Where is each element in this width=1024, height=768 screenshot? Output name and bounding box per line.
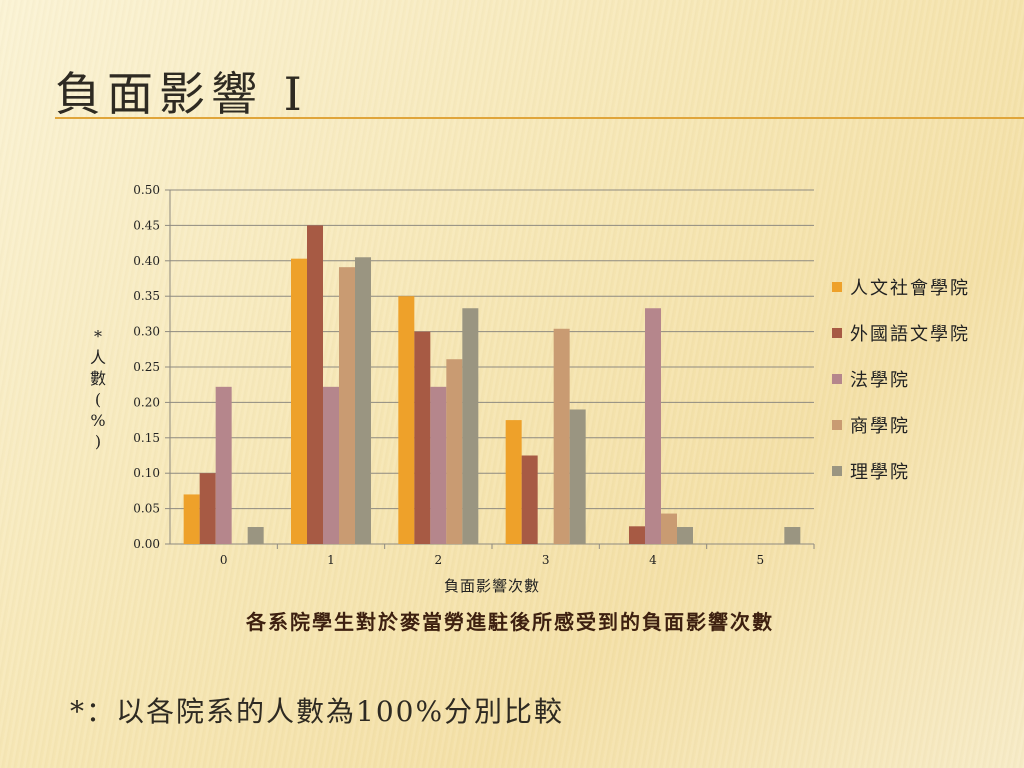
bar-2-4 <box>629 526 645 544</box>
x-tick-label: 0 <box>220 553 228 567</box>
title-divider <box>55 117 1024 119</box>
legend-item: 法學院 <box>832 356 970 402</box>
y-tick-label: 0.30 <box>133 325 160 339</box>
x-tick-label: 1 <box>327 553 335 567</box>
bar-4-2 <box>446 359 463 544</box>
chart-caption: 各系院學生對於麥當勞進駐後所感受到的負面影響次數 <box>246 610 774 634</box>
y-tick-label: 0.10 <box>133 466 160 480</box>
chart-legend: 人文社會學院 外國語文學院 法學院商學院理學院 <box>832 264 970 494</box>
bar-3-4 <box>645 308 661 544</box>
bar-1-0 <box>183 494 200 544</box>
bar-2-1 <box>307 225 323 544</box>
bar-4-4 <box>661 513 677 544</box>
legend-swatch <box>832 374 842 384</box>
bar-5-4 <box>677 527 693 544</box>
bar-2-2 <box>414 331 431 544</box>
y-tick-label: 0.45 <box>133 218 160 232</box>
bar-3-0 <box>215 386 232 544</box>
x-axis-label: 負面影響次數 <box>443 577 540 595</box>
bar-5-2 <box>462 308 479 544</box>
y-tick-label: 0.25 <box>133 360 160 374</box>
x-tick-label: 4 <box>649 553 657 567</box>
footnote: *：以各院系的人數為100%分別比較 <box>70 695 565 728</box>
y-tick-label: 0.20 <box>133 395 160 409</box>
y-tick-label: 0.35 <box>133 289 160 303</box>
legend-item: 外國語文學院 <box>832 310 970 356</box>
bar-5-1 <box>355 257 371 544</box>
legend-swatch <box>832 420 842 430</box>
bar-3-1 <box>323 386 339 544</box>
legend-item: 人文社會學院 <box>832 264 970 310</box>
bar-1-1 <box>291 258 307 544</box>
y-axis-label: * 人數(%) <box>86 326 110 452</box>
x-tick-label: 3 <box>542 553 550 567</box>
y-tick-label: 0.40 <box>133 254 160 268</box>
bar-2-0 <box>199 473 216 544</box>
slide-title: 負面影響 I <box>55 67 308 121</box>
y-tick-label: 0.50 <box>133 183 160 197</box>
bar-1-3 <box>505 420 522 544</box>
y-tick-label: 0.15 <box>133 431 160 445</box>
bar-1-2 <box>398 296 415 544</box>
legend-label: 外國語文學院 <box>850 324 970 345</box>
legend-swatch <box>832 466 842 476</box>
y-axis-label-text: * 人數(%) <box>89 327 106 451</box>
y-tick-label: 0.00 <box>133 537 160 551</box>
bar-5-3 <box>569 409 586 544</box>
bar-5-0 <box>247 527 264 544</box>
legend-label: 人文社會學院 <box>850 278 970 299</box>
bar-3-2 <box>430 386 447 544</box>
bar-5-5 <box>784 527 801 544</box>
legend-label: 商學院 <box>850 416 910 437</box>
legend-item: 理學院 <box>832 448 970 494</box>
legend-item: 商學院 <box>832 402 970 448</box>
legend-label: 理學院 <box>850 462 910 483</box>
y-tick-label: 0.05 <box>133 502 160 516</box>
bar-2-3 <box>521 455 538 544</box>
bar-4-1 <box>339 267 355 544</box>
legend-label: 法學院 <box>850 370 910 391</box>
legend-swatch <box>832 282 842 292</box>
legend-swatch <box>832 328 842 338</box>
x-tick-label: 5 <box>757 553 765 567</box>
x-tick-label: 2 <box>435 553 443 567</box>
bar-4-3 <box>553 328 570 544</box>
